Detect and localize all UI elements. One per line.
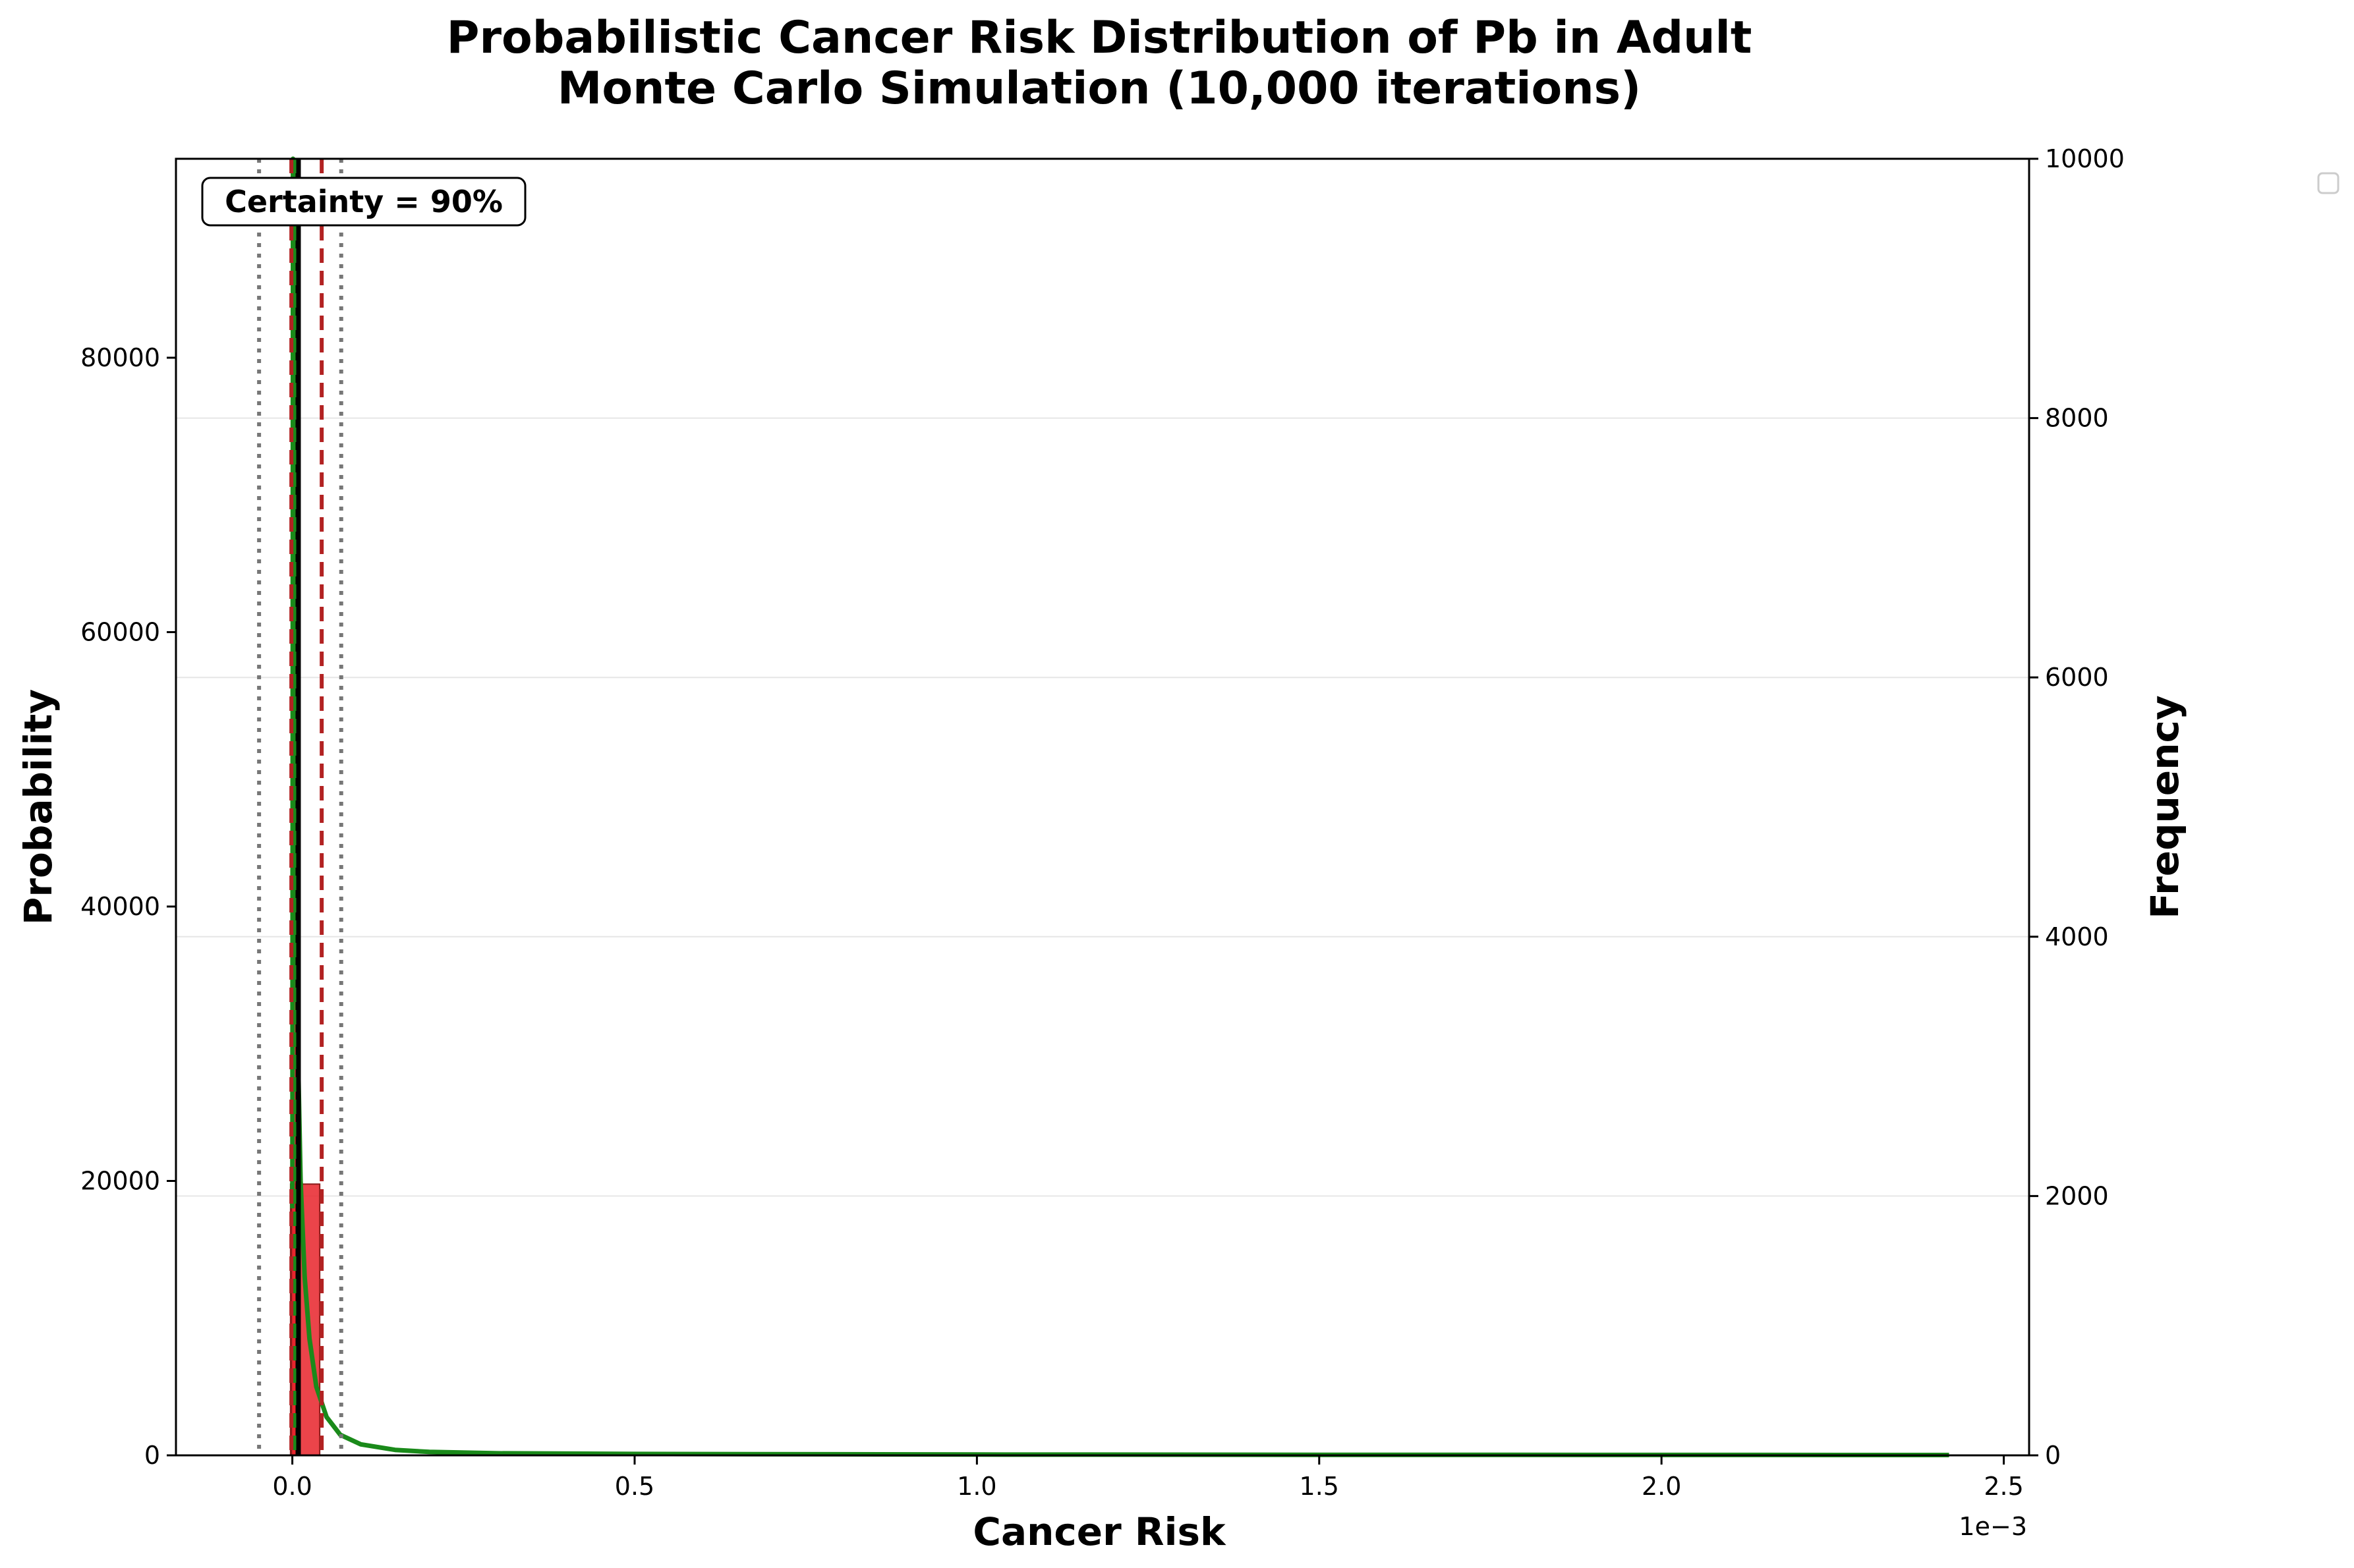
- legend-box: [2317, 172, 2340, 194]
- y-right-tick-label: 4000: [2045, 922, 2109, 951]
- x-tick-label: 0.0: [272, 1472, 312, 1501]
- statistic-lines: [257, 159, 343, 1455]
- density-curve: [290, 156, 1949, 1457]
- y-right-tick-label: 10000: [2045, 144, 2125, 173]
- y-left-tick-label: 60000: [80, 617, 160, 646]
- certainty-annotation: Certainty = 90%: [201, 177, 527, 227]
- x-tick-label: 1.0: [957, 1472, 996, 1501]
- x-offset-label: 1e−3: [1959, 1512, 2027, 1541]
- plot-frame: [175, 157, 2030, 1457]
- y-left-tick-label: 40000: [80, 892, 160, 921]
- x-axis-ticks: 0.0 0.5 1.0 1.5 2.0 2.5: [272, 1455, 2024, 1501]
- certainty-text: Certainty = 90%: [225, 184, 503, 219]
- x-axis-label: Cancer Risk: [973, 1509, 1226, 1554]
- y-right-tick-label: 6000: [2045, 663, 2109, 692]
- density-curve-group: [290, 156, 1949, 1457]
- y-right-tick-label: 2000: [2045, 1181, 2109, 1210]
- y-left-axis-label: Probability: [16, 689, 61, 925]
- x-tick-label: 2.5: [1984, 1472, 2023, 1501]
- y-left-tick-label: 80000: [80, 343, 160, 372]
- chart-title-line1: Probabilistic Cancer Risk Distribution o…: [447, 12, 1752, 64]
- x-tick-label: 1.5: [1300, 1472, 1339, 1501]
- certainty-box: [201, 177, 527, 227]
- chart-title-line2: Monte Carlo Simulation (10,000 iteration…: [558, 63, 1641, 115]
- y-right-axis-ticks: 0 2000 4000 6000 8000 10000: [2029, 144, 2125, 1470]
- y-left-axis-ticks: 0 20000 40000 60000 80000: [80, 343, 176, 1470]
- y-left-tick-label: 0: [144, 1441, 160, 1470]
- y-right-axis-label: Frequency: [2142, 695, 2187, 918]
- y-right-tick-label: 0: [2045, 1441, 2061, 1470]
- y-right-tick-label: 8000: [2045, 404, 2109, 433]
- x-tick-label: 0.5: [615, 1472, 654, 1501]
- grid-lines: [176, 417, 2029, 1197]
- y-left-tick-label: 20000: [80, 1166, 160, 1195]
- x-tick-label: 2.0: [1642, 1472, 1681, 1501]
